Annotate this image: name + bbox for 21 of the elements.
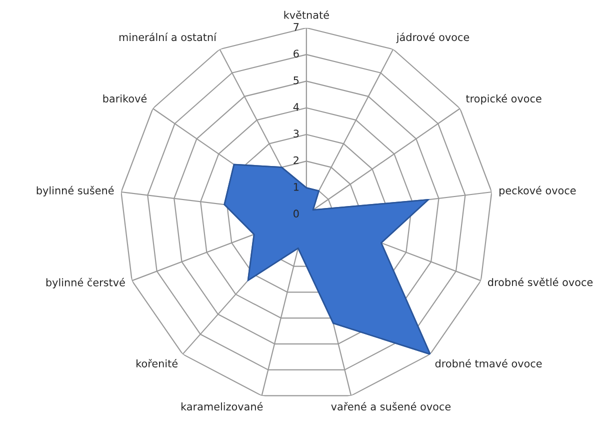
spoke-label: vařené a sušené ovoce (331, 402, 451, 410)
y-tick-label: 5 (294, 76, 299, 84)
spoke-label: drobné tmavé ovoce (435, 358, 542, 368)
y-tick-label: 2 (294, 156, 298, 164)
y-tick-label: 3 (294, 130, 299, 138)
y-tick-label: 6 (294, 50, 299, 58)
y-tick-label: 4 (293, 103, 299, 111)
spoke-label: minerální a ostatní (119, 32, 217, 42)
spoke-label: bylinné čerstvé (46, 278, 125, 288)
spoke-label: jádrové ovoce (396, 32, 470, 44)
spoke-label: kořenité (136, 358, 178, 368)
spoke-label: drobné světlé ovoce (488, 278, 593, 286)
y-tick-label: 0 (294, 210, 299, 218)
spoke-label: tropické ovoce (466, 94, 542, 105)
spoke-label: barikové (103, 94, 147, 103)
y-tick-label: 1 (294, 183, 299, 191)
spoke-label: květnaté (284, 10, 329, 19)
spoke-label: bylinné sušené (36, 186, 114, 196)
spoke-label: karamelizované (182, 402, 263, 410)
spoke-label: peckové ovoce (500, 186, 576, 196)
y-tick-label: 7 (294, 23, 299, 31)
